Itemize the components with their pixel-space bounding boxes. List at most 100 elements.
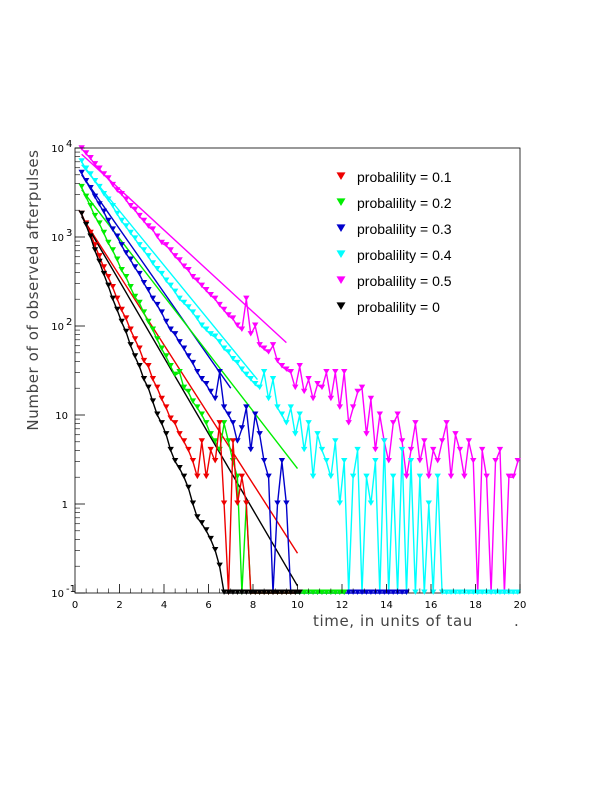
x-tick-label: 12 — [336, 600, 349, 611]
data-point-marker — [131, 235, 139, 241]
data-point-marker — [180, 263, 188, 269]
data-point-marker — [118, 190, 125, 197]
data-point-marker — [207, 291, 214, 298]
data-point-marker — [91, 242, 99, 248]
x-tick-label: 20 — [514, 600, 527, 611]
data-point-marker — [220, 345, 228, 351]
data-point-marker — [91, 247, 99, 253]
data-point-marker — [167, 446, 174, 453]
data-point-marker — [114, 187, 121, 193]
data-point-marker — [100, 270, 108, 277]
data-point-marker — [234, 589, 241, 595]
data-point-marker — [278, 411, 286, 417]
data-point-marker — [180, 299, 188, 306]
data-point-marker — [452, 431, 459, 437]
data-point-marker — [163, 318, 170, 325]
data-point-marker — [127, 229, 134, 236]
data-point-marker — [109, 226, 117, 232]
data-point-marker — [478, 446, 486, 453]
data-point-marker — [452, 589, 459, 595]
data-point-marker — [243, 371, 250, 378]
data-point-marker — [211, 438, 219, 444]
data-point-marker — [114, 210, 121, 217]
data-point-marker — [194, 315, 201, 321]
data-point-marker — [332, 438, 339, 444]
data-point-marker — [122, 274, 130, 280]
data-point-marker — [185, 266, 192, 273]
data-point-marker — [252, 322, 259, 328]
data-point-marker — [238, 366, 246, 372]
data-point-marker — [114, 306, 121, 313]
data-point-marker — [367, 500, 375, 506]
data-point-marker — [211, 546, 219, 553]
data-point-marker — [171, 253, 179, 259]
y-tick-label: 10 — [55, 411, 68, 422]
data-point-marker — [176, 339, 183, 345]
data-point-marker — [496, 589, 504, 595]
data-point-marker — [131, 293, 139, 300]
data-point-marker — [274, 404, 281, 410]
data-point-marker — [91, 177, 99, 184]
data-point-marker — [149, 295, 157, 302]
data-point-marker — [127, 284, 134, 290]
data-point-marker — [501, 589, 508, 595]
data-point-marker — [318, 589, 326, 595]
data-point-marker — [296, 363, 303, 369]
data-point-marker — [487, 589, 495, 595]
data-point-marker — [283, 420, 290, 426]
data-series — [78, 145, 521, 595]
data-point-marker — [87, 155, 94, 161]
data-point-marker — [167, 247, 174, 253]
data-point-marker — [216, 368, 223, 375]
data-point-marker — [216, 301, 223, 308]
data-point-marker — [225, 349, 232, 355]
data-point-marker — [216, 420, 223, 426]
x-tick-label: 16 — [425, 600, 438, 611]
data-point-marker — [136, 212, 143, 219]
data-point-marker — [207, 535, 214, 542]
data-point-marker — [265, 395, 272, 402]
data-point-marker — [176, 368, 183, 375]
data-point-marker — [323, 589, 330, 595]
data-point-marker — [465, 438, 473, 444]
data-point-marker — [100, 171, 108, 177]
data-point-marker — [372, 446, 379, 453]
data-point-marker — [278, 457, 286, 464]
data-point-marker — [207, 388, 214, 395]
data-point-marker — [78, 210, 85, 217]
data-point-marker — [145, 384, 152, 391]
data-point-marker — [514, 457, 521, 464]
data-point-marker — [203, 527, 210, 533]
data-point-marker — [163, 277, 170, 283]
data-point-marker — [145, 363, 152, 369]
data-point-marker — [225, 312, 232, 318]
data-point-marker — [274, 357, 281, 364]
data-point-marker — [145, 253, 152, 259]
data-point-marker — [278, 589, 286, 595]
data-point-marker — [122, 250, 130, 256]
data-point-marker — [514, 589, 521, 595]
data-point-marker — [336, 404, 343, 410]
data-point-marker — [198, 438, 206, 444]
data-point-marker — [443, 420, 450, 426]
data-point-marker — [154, 411, 161, 417]
series-group — [78, 158, 521, 595]
data-point-marker — [269, 342, 277, 348]
data-point-marker — [154, 233, 161, 239]
data-point-marker — [87, 202, 94, 209]
data-point-marker — [234, 359, 241, 366]
data-point-marker — [430, 446, 437, 453]
data-point-marker — [189, 500, 197, 506]
data-point-marker — [229, 315, 237, 321]
data-point-marker — [158, 345, 165, 351]
data-point-marker — [149, 260, 157, 266]
data-point-marker — [358, 384, 366, 391]
data-point-marker — [171, 331, 179, 337]
data-point-marker — [194, 514, 201, 520]
data-point-marker — [105, 239, 112, 246]
data-point-marker — [358, 589, 366, 595]
y-tick-label: 10 — [51, 589, 64, 600]
data-point-marker — [354, 589, 361, 595]
data-point-marker — [122, 196, 130, 202]
data-point-marker — [327, 473, 335, 480]
